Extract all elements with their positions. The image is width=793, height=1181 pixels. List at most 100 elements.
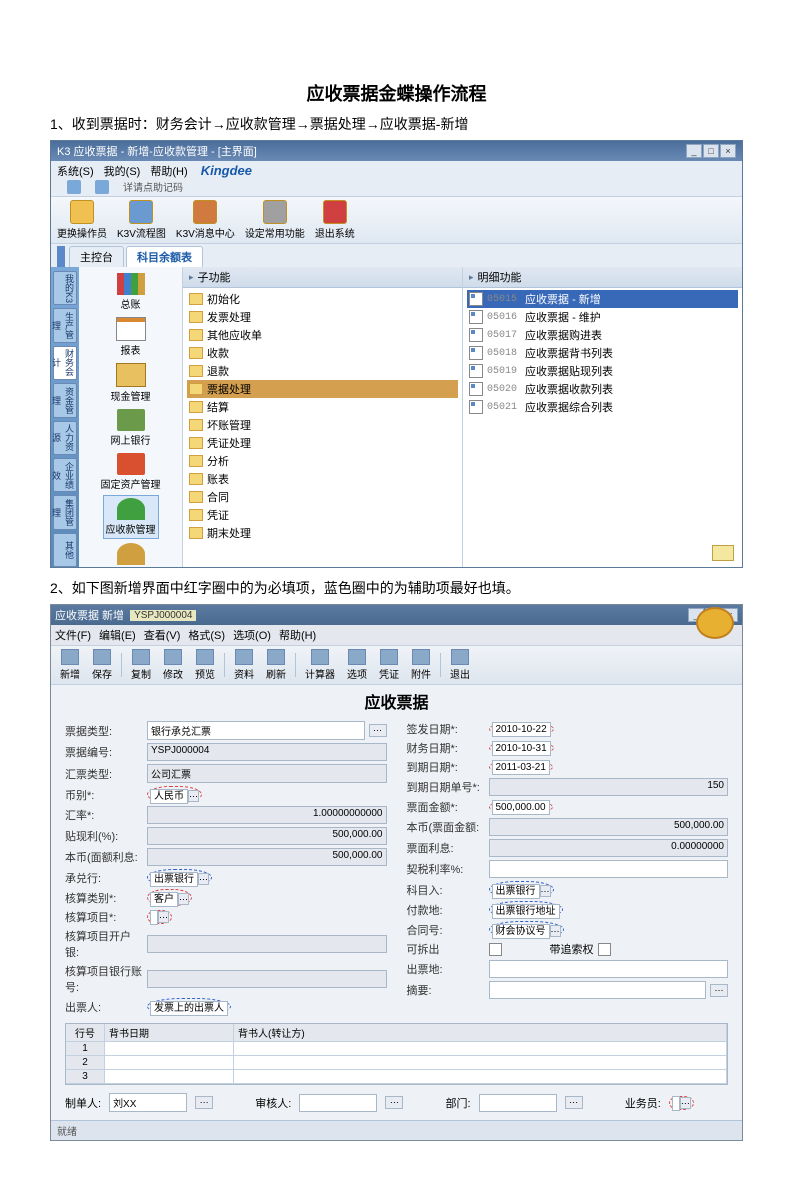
form-field[interactable]: 出票银行 [150,872,198,887]
tb2-选项[interactable]: 选项 [342,648,372,682]
tb2-复制[interactable]: 复制 [126,648,156,682]
lookup-button[interactable]: ⋯ [540,885,551,897]
form-field[interactable] [147,970,387,988]
sub-item[interactable]: 结算 [187,398,458,416]
tb2-刷新[interactable]: 刷新 [261,648,291,682]
tb2-凭证[interactable]: 凭证 [374,648,404,682]
detail-item[interactable]: 05020应收票据收款列表 [467,380,738,398]
sub-item[interactable]: 合同 [187,488,458,506]
lookup-button[interactable]: ⋯ [178,893,189,905]
sub-item[interactable]: 分析 [187,452,458,470]
detail-item[interactable]: 05016应收票据 - 维护 [467,308,738,326]
mail-icon[interactable] [712,545,734,561]
lookup-button[interactable]: ⋯ [565,1096,583,1109]
detail-item[interactable]: 05015应收票据 - 新增 [467,290,738,308]
nav-fixed[interactable]: 固定资产管理 [99,451,163,493]
tb-switch-user[interactable]: 更换操作员 [57,200,107,240]
lookup-button[interactable]: ⋯ [710,984,728,997]
sb-hr[interactable]: 人力资源 [53,421,77,455]
form-field[interactable]: 1.00000000000 [147,806,387,824]
form-field[interactable]: 0.00000000 [489,839,729,857]
tb2-资料[interactable]: 资料 [229,648,259,682]
footer-field[interactable]: 刘XX [109,1093,187,1112]
form-field[interactable] [489,981,707,999]
sb-myk3[interactable]: 我的K3 [53,271,77,305]
sub-item[interactable]: 凭证 [187,506,458,524]
sub-item[interactable]: 收款 [187,344,458,362]
sub-item[interactable]: 账表 [187,470,458,488]
nav-report[interactable]: 报表 [114,315,148,359]
form-field[interactable]: 出票银行 [492,884,540,899]
form-field[interactable]: 发票上的出票人 [150,1001,228,1016]
checkbox[interactable] [489,943,502,956]
footer-field[interactable] [672,1096,680,1111]
form-field[interactable]: 人民币 [150,789,188,804]
form-field[interactable] [147,935,387,953]
lookup-button[interactable]: ⋯ [198,873,209,885]
form-field[interactable]: 客户 [150,892,178,907]
sub-item[interactable]: 期末处理 [187,524,458,542]
lookup-button[interactable]: ⋯ [195,1096,213,1109]
detail-item[interactable]: 05019应收票据贴现列表 [467,362,738,380]
lookup-button[interactable]: ⋯ [158,911,169,923]
detail-item[interactable]: 05018应收票据背书列表 [467,344,738,362]
sub-item[interactable]: 退款 [187,362,458,380]
tb-flow[interactable]: K3V流程图 [117,200,166,240]
sub-item[interactable]: 坏账管理 [187,416,458,434]
tb-exit[interactable]: 退出系统 [315,200,355,240]
form-field[interactable]: 500,000.00 [489,818,729,836]
form-field[interactable]: YSPJ000004 [147,743,387,761]
sb-other[interactable]: 其他 [53,533,77,567]
form-field[interactable]: 2010-10-31 [492,741,551,756]
tb2-附件[interactable]: 附件 [406,648,436,682]
footer-field[interactable] [299,1094,377,1112]
nav-cash[interactable]: 现金管理 [109,361,153,405]
nav-ap[interactable]: 应付款管理 [104,541,158,567]
form-field[interactable] [489,860,729,878]
helper-hint[interactable]: 详请点助记码 [67,179,726,194]
nav-bank[interactable]: 网上银行 [109,407,153,449]
form-field[interactable] [150,910,158,925]
detail-item[interactable]: 05017应收票据购进表 [467,326,738,344]
sb-fin[interactable]: 财务会计 [53,346,77,380]
menubar-1[interactable]: 系统(S)我的(S)帮助(H) Kingdee 详请点助记码 [51,161,742,197]
form-field[interactable]: 财会协议号 [492,924,550,939]
lookup-button[interactable]: ⋯ [385,1096,403,1109]
form-field[interactable]: 500,000.00 [147,848,387,866]
sb-perf[interactable]: 企业绩效 [53,458,77,492]
tb2-预览[interactable]: 预览 [190,648,220,682]
tb2-修改[interactable]: 修改 [158,648,188,682]
sub-item[interactable]: 凭证处理 [187,434,458,452]
sub-item[interactable]: 初始化 [187,290,458,308]
lookup-button[interactable]: ⋯ [550,925,561,937]
sub-item[interactable]: 其他应收单 [187,326,458,344]
form-field[interactable]: 500,000.00 [492,800,550,815]
tb2-保存[interactable]: 保存 [87,648,117,682]
detail-item[interactable]: 05021应收票据综合列表 [467,398,738,416]
tb-fav[interactable]: 设定常用功能 [245,200,305,240]
tb2-退出[interactable]: 退出 [445,648,475,682]
tab-balance[interactable]: 科目余额表 [126,246,203,267]
form-field[interactable]: 出票银行地址 [492,904,560,919]
form-field[interactable]: 2010-10-22 [492,722,551,737]
form-field[interactable] [489,960,729,978]
tab-main[interactable]: 主控台 [69,246,124,267]
tb2-新增[interactable]: 新增 [55,648,85,682]
lookup-button[interactable]: ⋯ [680,1097,691,1109]
tb2-计算器[interactable]: 计算器 [300,648,340,682]
endorse-grid[interactable]: 行号 背书日期 背书人(转让方) 1 2 3 [65,1023,728,1085]
sub-item[interactable]: 发票处理 [187,308,458,326]
form-field[interactable]: 500,000.00 [147,827,387,845]
window-buttons[interactable]: _□× [685,144,736,158]
tb-msg[interactable]: K3V消息中心 [176,200,235,240]
checkbox[interactable] [598,943,611,956]
footer-field[interactable] [479,1094,557,1112]
nav-ar[interactable]: 应收款管理 [103,495,159,539]
form-field[interactable]: 公司汇票 [147,764,387,783]
nav-gl[interactable]: 总账 [115,271,147,313]
form-field[interactable]: 银行承兑汇票 [147,721,365,740]
sb-fund[interactable]: 资金管理 [53,383,77,417]
menubar-2[interactable]: 文件(F)编辑(E)查看(V)格式(S)选项(O)帮助(H) [51,625,742,645]
sub-item[interactable]: 票据处理 [187,380,458,398]
sb-group[interactable]: 集团管理 [53,495,77,529]
